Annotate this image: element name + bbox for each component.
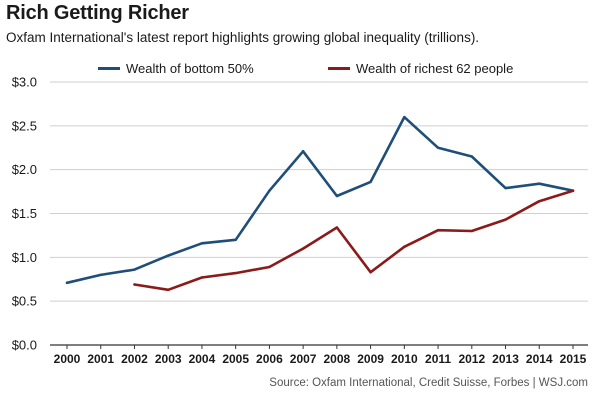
x-tick-label: 2003 [155, 352, 182, 366]
x-tick-label: 2009 [357, 352, 384, 366]
data-point [538, 182, 541, 185]
y-tick-label: $3.0 [12, 75, 37, 90]
x-tick-label: 2015 [560, 352, 587, 366]
data-point [167, 254, 170, 257]
data-point [234, 271, 237, 275]
data-point [538, 200, 541, 203]
legend-item-bottom-50: Wealth of bottom 50% [98, 61, 254, 76]
data-point [504, 186, 507, 190]
legend-label-richest-62: Wealth of richest 62 people [356, 61, 514, 76]
legend-swatch-bottom-50 [98, 67, 120, 70]
y-tick-label: $1.5 [12, 206, 37, 221]
x-tick-label: 2013 [492, 352, 519, 366]
data-point [335, 194, 339, 198]
data-point [99, 273, 102, 277]
x-tick-label: 2008 [324, 352, 351, 366]
y-tick-label: $0.5 [12, 294, 37, 309]
y-tick-label: $1.0 [12, 250, 37, 265]
chart-title: Rich Getting Richer [6, 2, 189, 24]
data-point [268, 265, 271, 269]
x-tick-label: 2005 [222, 352, 249, 366]
data-point [369, 271, 372, 274]
data-point [369, 180, 372, 184]
x-tick-label: 2002 [121, 352, 148, 366]
data-point [403, 245, 406, 249]
source-note: Source: Oxfam International, Credit Suis… [269, 377, 588, 389]
data-point [301, 247, 305, 250]
x-tick-label: 2007 [290, 352, 317, 366]
y-tick-label: $2.0 [12, 162, 37, 177]
legend-item-richest-62: Wealth of richest 62 people [328, 61, 513, 76]
x-tick-label: 2001 [87, 352, 114, 366]
data-point [436, 146, 440, 149]
data-point [200, 242, 204, 245]
data-point [470, 229, 473, 233]
x-tick-label: 2012 [458, 352, 485, 366]
x-tick-label: 2010 [391, 352, 418, 366]
data-point [470, 155, 473, 158]
data-point [133, 268, 136, 271]
y-tick-label: $0.0 [12, 338, 37, 353]
series-line-richest-62 [133, 189, 575, 292]
series-line-bottom-50 [65, 115, 575, 285]
data-point [301, 150, 305, 153]
data-point [133, 283, 136, 286]
data-point [200, 276, 204, 279]
data-point [268, 189, 271, 192]
x-tick-label: 2000 [54, 352, 81, 366]
legend-label-bottom-50: Wealth of bottom 50% [126, 61, 254, 76]
data-point [403, 115, 406, 119]
x-tick-label: 2006 [256, 352, 283, 366]
data-point [167, 288, 170, 291]
x-tick-label: 2004 [189, 352, 216, 366]
chart-legend: Wealth of bottom 50% Wealth of richest 6… [0, 61, 600, 79]
x-tick-label: 2011 [425, 352, 451, 366]
y-tick-label: $2.5 [12, 118, 37, 133]
data-point [234, 238, 237, 241]
data-point [436, 228, 440, 232]
legend-swatch-richest-62 [328, 67, 350, 70]
chart-subtitle: Oxfam International's latest report high… [6, 30, 480, 45]
data-point [65, 281, 69, 284]
data-point [571, 189, 575, 192]
x-tick-label: 2014 [526, 352, 553, 366]
data-point [504, 218, 507, 221]
data-point [335, 226, 339, 229]
